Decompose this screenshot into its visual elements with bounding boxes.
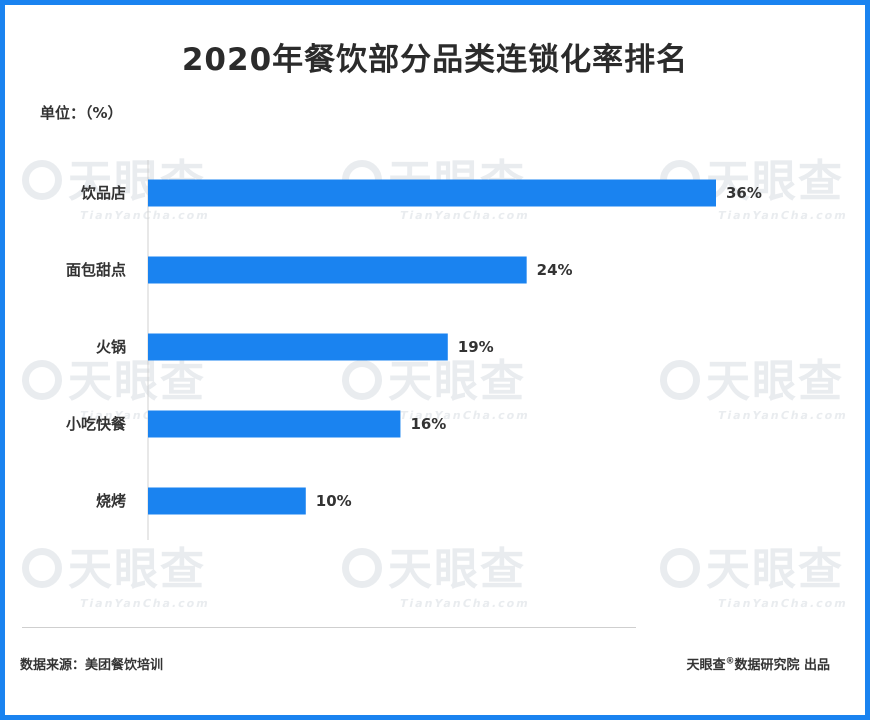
chart-title: 2020年餐饮部分品类连锁化率排名 <box>181 42 689 78</box>
category-label: 烧烤 <box>96 492 126 510</box>
bar <box>148 487 306 515</box>
credit-line: 天眼查®数据研究院 出品 <box>686 654 830 673</box>
category-label: 小吃快餐 <box>66 415 127 433</box>
value-label: 16% <box>410 415 446 433</box>
data-source: 数据来源：美团餐饮培训 <box>20 658 164 673</box>
value-label: 10% <box>316 492 352 510</box>
bar <box>148 410 401 438</box>
value-label: 19% <box>458 338 494 356</box>
category-label: 火锅 <box>96 338 126 356</box>
footer-divider <box>22 627 636 628</box>
registered-mark: ® <box>725 656 735 667</box>
unit-label: 单位：（%） <box>40 104 123 122</box>
bar <box>148 179 716 207</box>
credit-rest: 数据研究院 出品 <box>734 658 830 673</box>
category-label: 面包甜点 <box>66 261 126 279</box>
bar <box>148 333 448 361</box>
bar <box>148 256 527 284</box>
credit-brand: 天眼查 <box>686 658 726 673</box>
value-label: 24% <box>537 261 573 279</box>
value-label: 36% <box>726 184 762 202</box>
category-label: 饮品店 <box>80 184 126 202</box>
